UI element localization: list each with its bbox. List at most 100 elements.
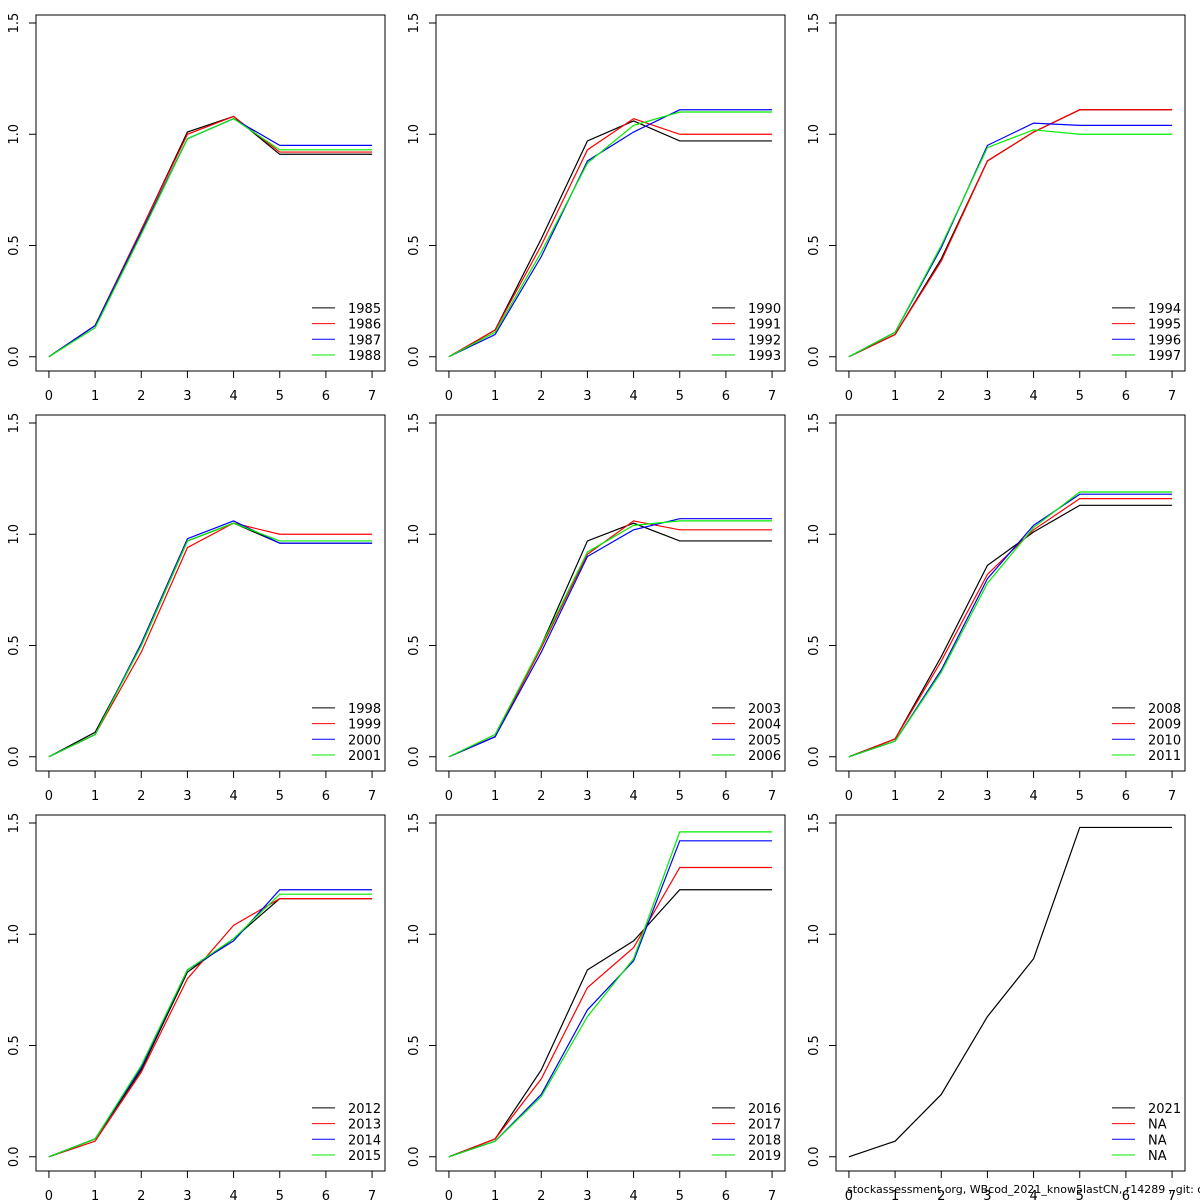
- x-tick-label: 6: [1122, 1189, 1130, 1200]
- legend-label: 2005: [748, 733, 781, 748]
- y-tick-label: 1.0: [7, 924, 22, 945]
- legend-label: 1986: [348, 318, 381, 333]
- plot-frame: [835, 414, 1186, 772]
- y-tick-label: 0.0: [807, 746, 822, 767]
- x-tick-label: 7: [1168, 389, 1176, 404]
- y-tick-label: 0.5: [407, 635, 422, 656]
- series-line: [448, 889, 773, 1158]
- series-line: [848, 491, 1173, 758]
- footer: stockassessment.org, WBcod_2021_know5las…: [847, 1183, 1200, 1196]
- x-tick-label: 4: [1029, 389, 1037, 404]
- y-tick-label: 0.0: [407, 1146, 422, 1167]
- x-tick-label: 2: [537, 789, 545, 804]
- x-tick-label: 5: [1076, 1189, 1084, 1200]
- legend-label: 2008: [1148, 702, 1181, 717]
- legend-label: 1996: [1148, 333, 1181, 348]
- x-tick-label: 6: [322, 389, 330, 404]
- x-tick-label: 7: [368, 389, 376, 404]
- x-tick-label: 3: [183, 789, 191, 804]
- legend-label: 1991: [748, 318, 781, 333]
- x-tick-label: 5: [1076, 389, 1084, 404]
- series-line: [448, 831, 773, 1158]
- x-tick-label: 6: [722, 389, 730, 404]
- x-tick-label: 7: [1168, 1189, 1176, 1200]
- y-tick-label: 1.5: [7, 13, 22, 34]
- series-line: [448, 118, 773, 358]
- legend-label: NA: [1148, 1118, 1167, 1133]
- x-tick-label: 4: [629, 789, 637, 804]
- x-tick-label: 6: [322, 789, 330, 804]
- x-tick-label: 4: [1029, 789, 1037, 804]
- x-tick-label: 1: [91, 789, 99, 804]
- x-tick-label: 2: [937, 789, 945, 804]
- y-tick-label: 1.0: [407, 924, 422, 945]
- y-tick-label: 1.0: [807, 124, 822, 145]
- legend-label: 1999: [348, 718, 381, 733]
- plot-frame: [835, 14, 1186, 372]
- series-line: [448, 520, 773, 758]
- x-tick-label: 3: [583, 389, 591, 404]
- x-tick-label: 0: [45, 389, 53, 404]
- plot-frame: [835, 814, 1186, 1172]
- legend-label: 2000: [348, 733, 381, 748]
- series-line: [48, 522, 373, 758]
- legend-label: 2012: [348, 1102, 381, 1117]
- x-tick-label: 1: [891, 789, 899, 804]
- y-tick-label: 1.5: [7, 413, 22, 434]
- legend-label: 2021: [1148, 1102, 1181, 1117]
- x-tick-label: 6: [1122, 389, 1130, 404]
- x-tick-label: 1: [91, 389, 99, 404]
- plot-frame: [35, 14, 386, 372]
- series-line: [448, 109, 773, 358]
- x-tick-label: 3: [183, 389, 191, 404]
- legend-label: 2017: [748, 1118, 781, 1133]
- y-tick-label: 1.0: [807, 524, 822, 545]
- y-tick-label: 1.0: [7, 524, 22, 545]
- y-tick-label: 0.0: [807, 346, 822, 367]
- x-tick-label: 0: [45, 789, 53, 804]
- x-tick-label: 7: [368, 789, 376, 804]
- x-tick-label: 6: [722, 1189, 730, 1200]
- x-tick-label: 5: [276, 389, 284, 404]
- x-tick-label: 4: [1029, 1189, 1037, 1200]
- x-tick-label: 1: [491, 789, 499, 804]
- y-tick-label: 0.5: [807, 1035, 822, 1056]
- legend-label: NA: [1148, 1149, 1167, 1164]
- y-tick-label: 1.5: [7, 813, 22, 834]
- legend-label: 2011: [1148, 749, 1181, 764]
- legend-label: 2018: [748, 1133, 781, 1148]
- x-tick-label: 7: [1168, 789, 1176, 804]
- legend-label: 1993: [748, 349, 781, 364]
- y-tick-label: 0.0: [407, 746, 422, 767]
- x-tick-label: 4: [629, 389, 637, 404]
- y-tick-label: 0.5: [7, 1035, 22, 1056]
- legend-label: 2013: [348, 1118, 381, 1133]
- legend-label: 2015: [348, 1149, 381, 1164]
- y-tick-label: 0.0: [7, 746, 22, 767]
- y-tick-label: 1.0: [407, 124, 422, 145]
- x-tick-label: 0: [445, 789, 453, 804]
- x-tick-label: 0: [845, 789, 853, 804]
- y-tick-label: 0.5: [807, 635, 822, 656]
- legend-label: 2004: [748, 718, 781, 733]
- legend-label: 2010: [1148, 733, 1181, 748]
- x-tick-label: 2: [537, 1189, 545, 1200]
- series-line: [48, 898, 373, 1158]
- legend-label: 2016: [748, 1102, 781, 1117]
- series-line: [48, 893, 373, 1158]
- plot-frame: [435, 814, 786, 1172]
- legend-label: 2006: [748, 749, 781, 764]
- x-tick-label: 3: [983, 389, 991, 404]
- plot-frame: [435, 14, 786, 372]
- y-tick-label: 0.5: [407, 1035, 422, 1056]
- y-tick-label: 1.0: [807, 924, 822, 945]
- x-tick-label: 4: [629, 1189, 637, 1200]
- x-tick-label: 1: [91, 1189, 99, 1200]
